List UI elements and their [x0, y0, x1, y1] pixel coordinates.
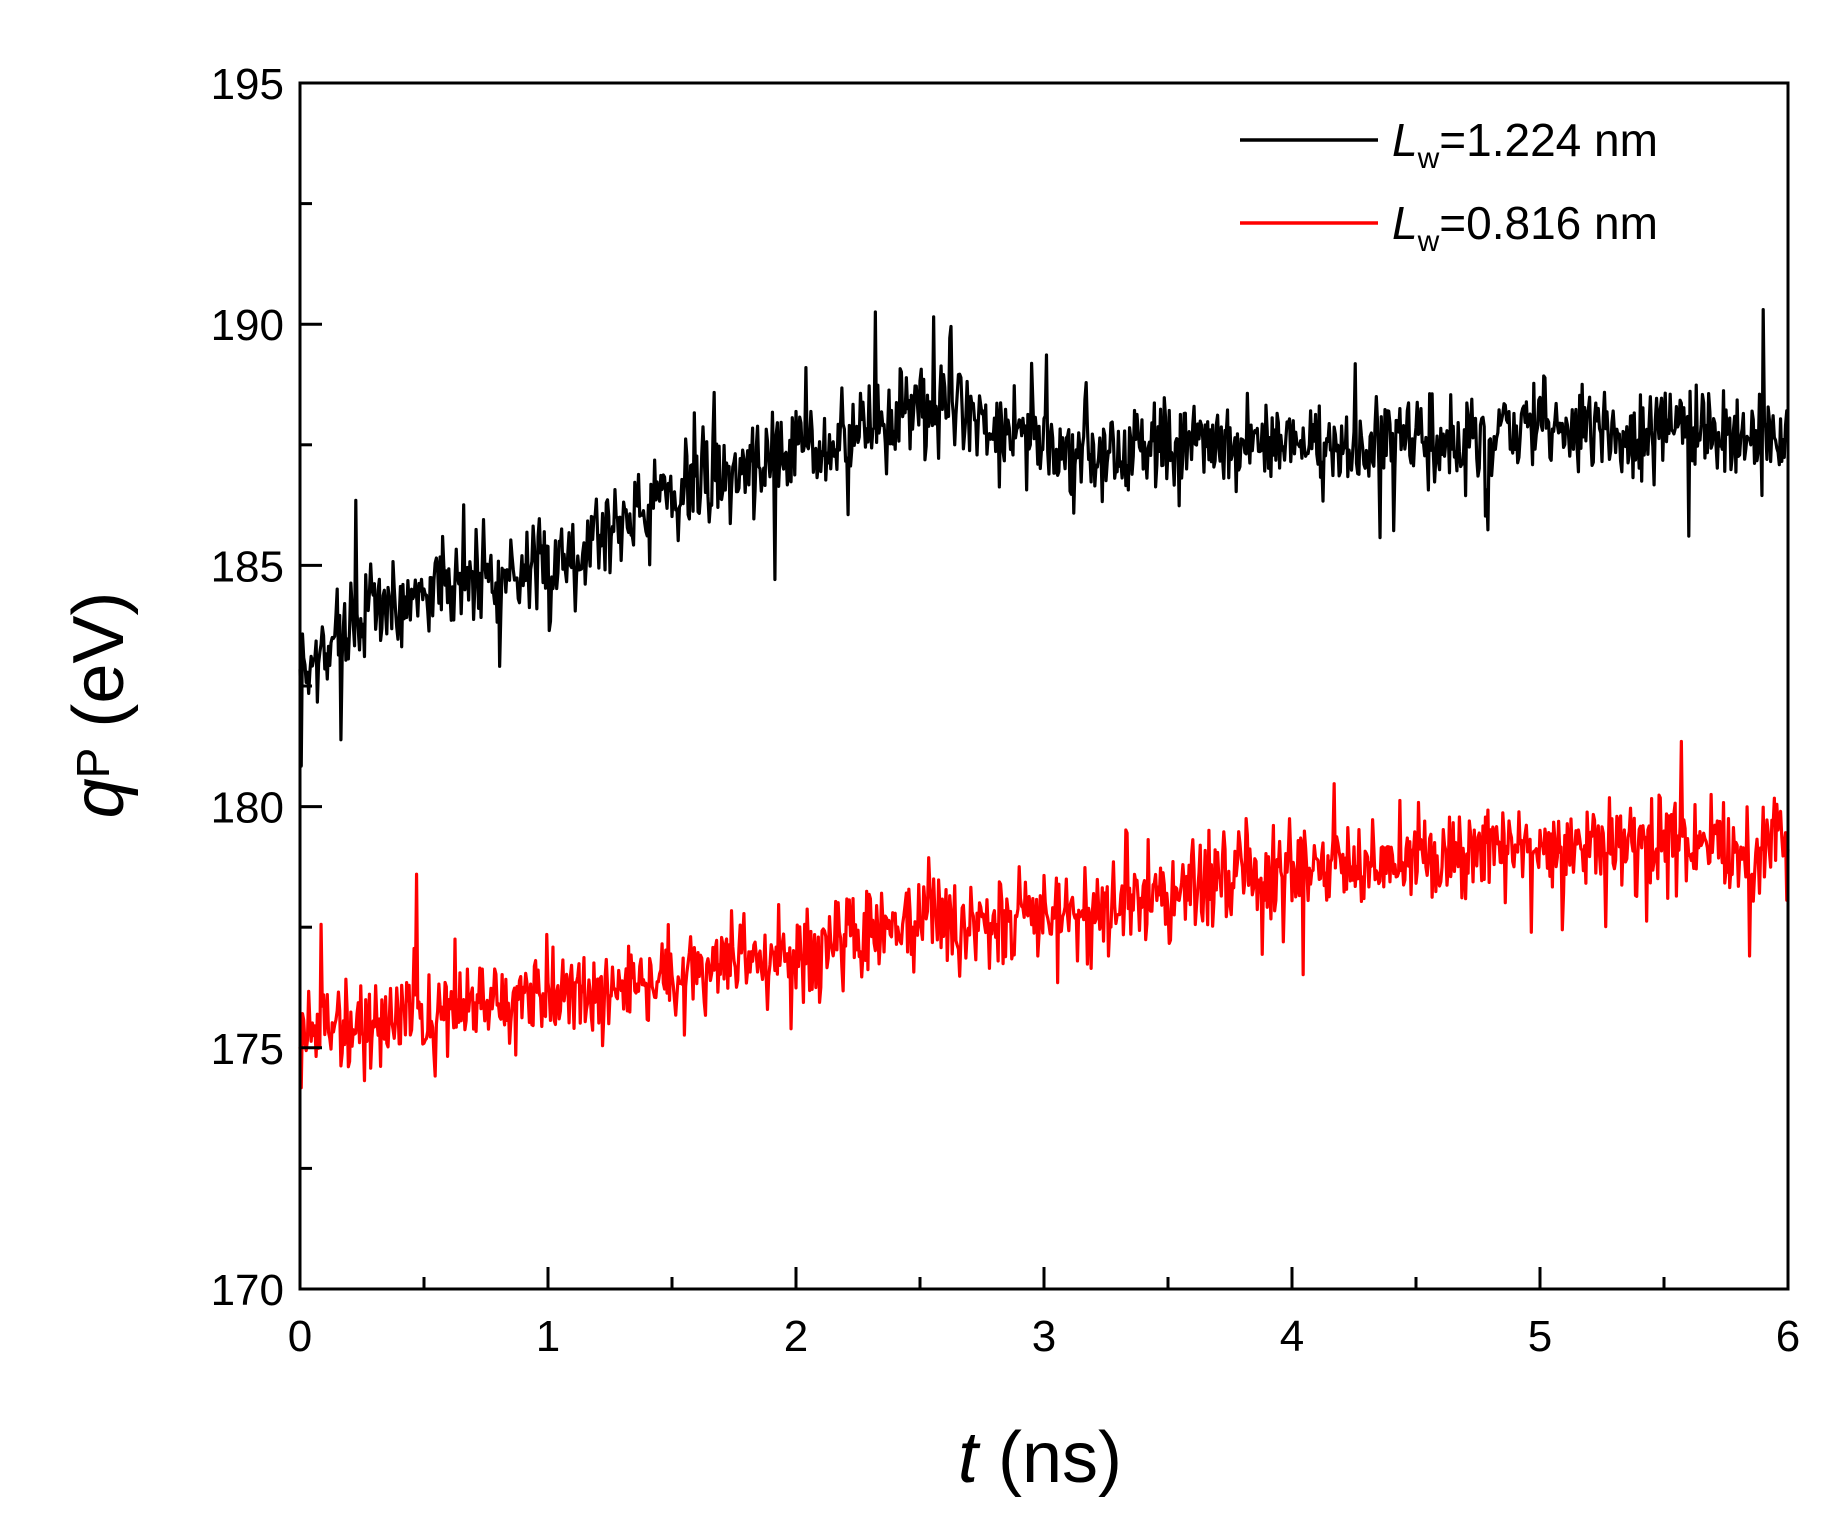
- y-tick-label: 195: [211, 60, 284, 109]
- y-axis-variable: q: [59, 778, 139, 818]
- y-tick-label: 190: [211, 301, 284, 350]
- x-axis-unit: (ns): [978, 1418, 1122, 1498]
- series-line-0: [298, 308, 1789, 768]
- series-layer: [298, 308, 1790, 1090]
- legend-label: Lw=0.816 nm: [1392, 197, 1658, 258]
- x-tick-label: 2: [784, 1312, 808, 1361]
- axes-layer: 0 1 2 3 4 5 6 170 175 180 185 190 195: [211, 60, 1801, 1361]
- plot-frame: [298, 81, 1790, 1291]
- x-axis-title: t (ns): [958, 1418, 1122, 1498]
- y-tick-label: 180: [211, 784, 284, 833]
- y-tick-label: 185: [211, 542, 284, 591]
- y-axis-title: qP (eV): [59, 592, 139, 819]
- y-tick-label: 175: [211, 1025, 284, 1074]
- x-tick-label: 5: [1528, 1312, 1552, 1361]
- y-axis-subscript: P: [67, 748, 119, 779]
- x-tick-label: 1: [536, 1312, 560, 1361]
- y-tick-label: 170: [211, 1266, 284, 1315]
- x-tick-label: 0: [288, 1312, 312, 1361]
- y-axis-unit: (eV): [59, 592, 139, 748]
- x-tick-label: 6: [1776, 1312, 1800, 1361]
- x-tick-label: 4: [1280, 1312, 1304, 1361]
- x-tick-label: 3: [1032, 1312, 1056, 1361]
- x-axis-variable: t: [958, 1418, 981, 1498]
- legend: Lw=1.224 nm Lw=0.816 nm: [1240, 114, 1658, 258]
- series-line-1: [298, 739, 1790, 1090]
- legend-label: Lw=1.224 nm: [1392, 114, 1658, 175]
